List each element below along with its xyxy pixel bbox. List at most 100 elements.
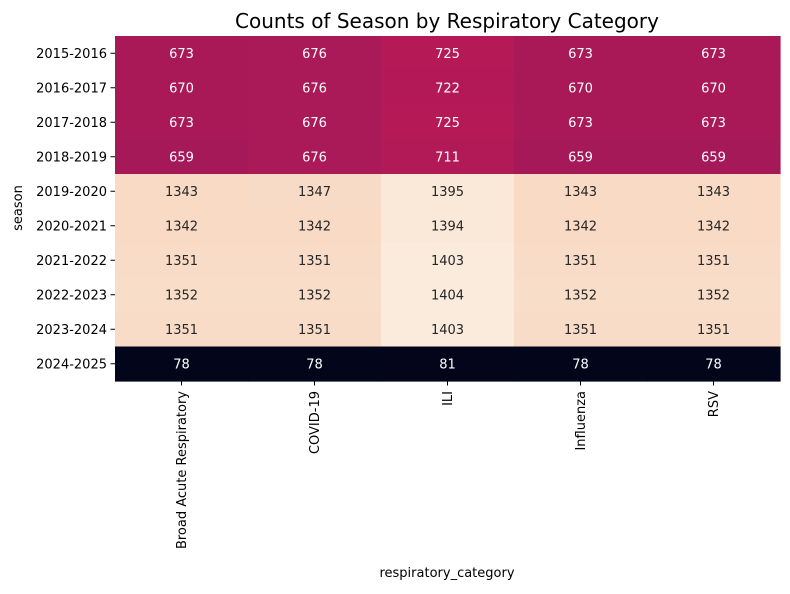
cell-value-label: 1395 <box>431 185 464 200</box>
heatmap-cell <box>248 208 382 244</box>
cell-value-label: 1403 <box>431 254 464 269</box>
heatmap-cell <box>514 243 648 279</box>
cell-value-label: 711 <box>435 150 460 165</box>
y-tick-label: 2022-2023 <box>36 288 107 303</box>
x-axis: Broad Acute Respiratory COVID-19 ILI Influe… <box>175 381 722 549</box>
y-tick-label: 2015-2016 <box>36 47 107 62</box>
cell-value-label: 78 <box>705 357 722 372</box>
chart-title: Counts of Season by Respiratory Category <box>235 9 659 33</box>
cell-value-label: 1351 <box>564 254 597 269</box>
heatmap-cell <box>115 70 249 106</box>
cell-labels-layer: 673 676 725 673 673 670 676 722 670 670 673 676 725 6… <box>165 47 730 373</box>
heatmap-cell <box>115 174 249 210</box>
cell-value-label: 1352 <box>165 288 198 303</box>
cell-value-label: 676 <box>302 47 327 62</box>
heatmap-cell <box>381 105 515 141</box>
cell-value-label: 81 <box>439 357 456 372</box>
y-tick-label: 2024-2025 <box>36 357 107 372</box>
heatmap-cell <box>381 139 515 175</box>
heatmap-cell <box>514 105 648 141</box>
heatmap-cell <box>381 243 515 279</box>
y-tick-label: 2019-2020 <box>36 185 107 200</box>
heatmap-cell <box>248 70 382 106</box>
cell-value-label: 676 <box>302 116 327 131</box>
cell-value-label: 1404 <box>431 288 464 303</box>
heatmap-cell <box>647 346 781 382</box>
heatmap-cell <box>647 243 781 279</box>
cells-layer <box>115 36 781 382</box>
cell-value-label: 1351 <box>298 323 331 338</box>
cell-value-label: 722 <box>435 81 460 96</box>
heatmap-cell <box>647 139 781 175</box>
heatmap-cell <box>115 105 249 141</box>
x-tick-label: RSV <box>707 391 722 417</box>
cell-value-label: 1351 <box>697 254 730 269</box>
y-tick-label: 2020-2021 <box>36 219 107 234</box>
cell-value-label: 725 <box>435 116 460 131</box>
heatmap-cell <box>115 312 249 348</box>
cell-value-label: 725 <box>435 47 460 62</box>
heatmap-cell <box>514 36 648 72</box>
cell-value-label: 673 <box>701 116 726 131</box>
y-tick-label: 2023-2024 <box>36 323 107 338</box>
heatmap-cell <box>647 208 781 244</box>
cell-value-label: 659 <box>701 150 726 165</box>
heatmap-cell <box>381 277 515 313</box>
heatmap-cell <box>248 105 382 141</box>
heatmap-cell <box>115 208 249 244</box>
cell-value-label: 659 <box>568 150 593 165</box>
cell-value-label: 1342 <box>564 219 597 234</box>
cell-value-label: 1347 <box>298 185 331 200</box>
heatmap-cell <box>248 139 382 175</box>
heatmap-cell <box>381 346 515 382</box>
heatmap-cell <box>647 174 781 210</box>
cell-value-label: 1343 <box>165 185 198 200</box>
cell-value-label: 673 <box>701 47 726 62</box>
heatmap-cell <box>514 174 648 210</box>
cell-value-label: 1351 <box>564 323 597 338</box>
cell-value-label: 670 <box>169 81 194 96</box>
heatmap-cell <box>115 243 249 279</box>
heatmap-cell <box>248 36 382 72</box>
cell-value-label: 673 <box>568 47 593 62</box>
heatmap-cell <box>115 346 249 382</box>
heatmap-cell <box>248 174 382 210</box>
x-tick-label: Broad Acute Respiratory <box>175 391 190 549</box>
cell-value-label: 670 <box>568 81 593 96</box>
cell-value-label: 1342 <box>697 219 730 234</box>
cell-value-label: 1352 <box>564 288 597 303</box>
y-tick-label: 2016-2017 <box>36 81 107 96</box>
heatmap-cell <box>647 312 781 348</box>
cell-value-label: 1352 <box>298 288 331 303</box>
cell-value-label: 659 <box>169 150 194 165</box>
y-axis-label: season <box>11 185 26 231</box>
cell-value-label: 676 <box>302 81 327 96</box>
y-axis: 2015-2016 2016-2017 2017-2018 2018-2019 2019… <box>36 47 115 372</box>
heatmap-cell <box>647 36 781 72</box>
heatmap-cell <box>514 208 648 244</box>
heatmap-cell <box>115 36 249 72</box>
cell-value-label: 1342 <box>298 219 331 234</box>
cell-value-label: 1351 <box>165 323 198 338</box>
heatmap-cell <box>381 208 515 244</box>
cell-value-label: 1352 <box>697 288 730 303</box>
heatmap-cell <box>514 346 648 382</box>
heatmap-cell <box>248 243 382 279</box>
cell-value-label: 1343 <box>697 185 730 200</box>
heatmap-cell <box>381 70 515 106</box>
heatmap-cell <box>381 312 515 348</box>
heatmap-cell <box>248 346 382 382</box>
heatmap-cell <box>248 312 382 348</box>
cell-value-label: 78 <box>306 357 323 372</box>
cell-value-label: 78 <box>572 357 589 372</box>
cell-value-label: 1343 <box>564 185 597 200</box>
y-tick-label: 2017-2018 <box>36 116 107 131</box>
heatmap-cell <box>647 70 781 106</box>
heatmap-cell <box>647 105 781 141</box>
heatmap-cell <box>115 139 249 175</box>
y-tick-label: 2021-2022 <box>36 254 107 269</box>
x-tick-label: ILI <box>441 391 456 406</box>
heatmap-cell <box>514 139 648 175</box>
